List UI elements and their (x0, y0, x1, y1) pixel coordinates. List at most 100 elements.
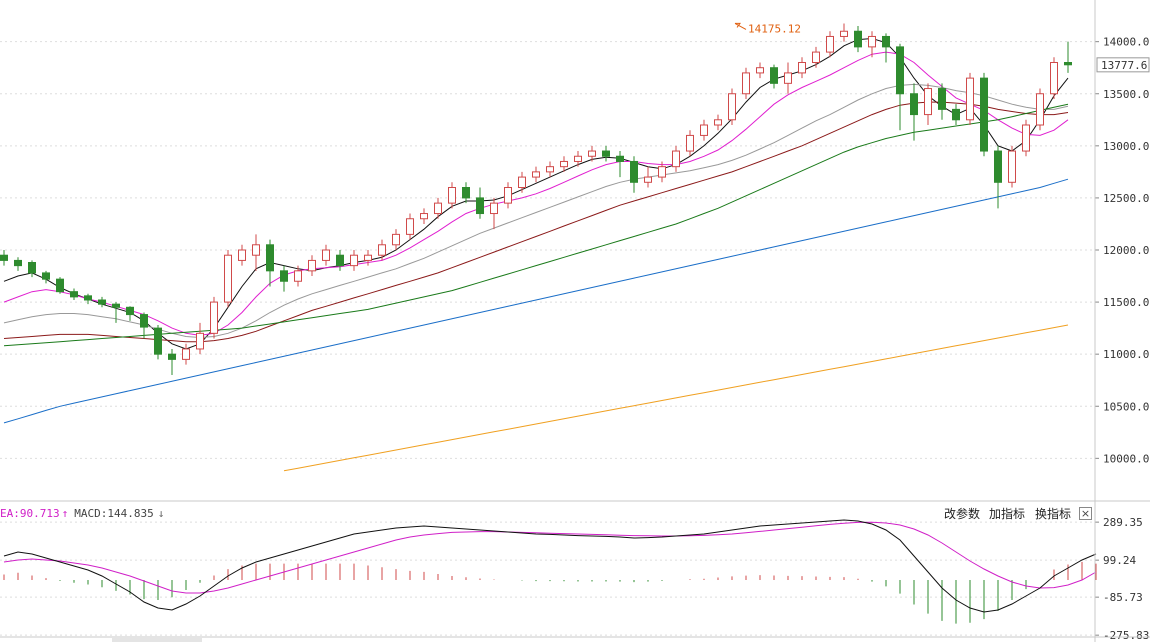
ma250-line (283, 324, 1069, 472)
candle (322, 244, 330, 266)
ma20-line (3, 83, 1069, 339)
candle-body (952, 108, 960, 121)
candle-body (42, 272, 50, 280)
candle-body (602, 150, 610, 157)
candle-body (574, 155, 582, 162)
candle-body (728, 93, 736, 121)
candle (112, 302, 120, 323)
candle (742, 67, 750, 99)
candle (966, 72, 974, 125)
candle (406, 213, 414, 240)
candle-body (798, 62, 806, 74)
candle-body (350, 254, 358, 267)
macd-axis: 289.35 99.24 -85.73 -275.83 (1095, 516, 1149, 642)
candle-body (476, 197, 484, 215)
candle-body (266, 244, 274, 272)
candle (182, 343, 190, 365)
candle (336, 250, 344, 271)
macd-lines (3, 519, 1097, 613)
candle-body (938, 88, 946, 110)
candle-body (84, 295, 92, 301)
candle (798, 57, 806, 79)
candle-body (126, 306, 134, 316)
candle-body (224, 254, 232, 303)
candle (770, 64, 778, 89)
candle-body (560, 160, 568, 168)
candle-body (854, 30, 862, 48)
current-price-label: 13777.6 (1101, 59, 1147, 72)
candle (630, 156, 638, 193)
high-annotation-label: 14175.12 (748, 22, 801, 35)
candle-body (1008, 150, 1016, 183)
candle (938, 83, 946, 120)
candle-body (56, 278, 64, 293)
horizontal-scrollbar[interactable] (112, 638, 202, 642)
dea-line (3, 521, 1097, 594)
down-arrow-icon: ↓ (157, 507, 165, 520)
high-annotation: 14175.12 (734, 22, 801, 35)
candle (308, 255, 316, 277)
candlesticks (0, 23, 1072, 375)
candle-body (420, 213, 428, 220)
candle (602, 145, 610, 162)
candle-body (882, 35, 890, 48)
candle (686, 130, 694, 157)
candle (98, 296, 106, 308)
modify-params-button[interactable]: 改参数 (944, 507, 981, 521)
candle-body (406, 218, 414, 235)
macd-tick-label: -275.83 (1103, 629, 1149, 642)
dea-label: EA:90.713 (0, 507, 60, 520)
candle-body (112, 303, 120, 308)
ma60-line (3, 103, 1069, 347)
candle-body (140, 314, 148, 328)
candle-body (252, 244, 260, 256)
candle-body (868, 35, 876, 48)
add-indicator-button[interactable]: 加指标 (989, 507, 1026, 521)
candle-body (210, 301, 218, 334)
candle (910, 83, 918, 141)
candle (28, 260, 36, 278)
candle-body (294, 270, 302, 282)
ma10-line (3, 51, 1069, 336)
candle-body (28, 262, 36, 274)
candle-body (658, 166, 666, 178)
candle (364, 250, 372, 266)
candle (546, 161, 554, 178)
candle (1022, 119, 1030, 157)
dif-line (3, 519, 1097, 613)
candle-body (434, 202, 442, 215)
candle (168, 348, 176, 375)
candle (560, 156, 568, 172)
candle-body (994, 150, 1002, 183)
candle (714, 114, 722, 131)
macd-histogram (3, 561, 1097, 624)
ma5-line (3, 37, 1069, 350)
candle-body (980, 77, 988, 152)
arrow-head-icon (735, 22, 741, 28)
price-tick-label: 12000.0 (1103, 244, 1149, 257)
candle-body (784, 72, 792, 84)
close-icon[interactable]: × (1079, 507, 1092, 520)
candle-body (1050, 62, 1058, 95)
candle (504, 182, 512, 209)
candle (154, 325, 162, 360)
candle (616, 151, 624, 178)
candle-body (588, 150, 596, 157)
candle-body (546, 166, 554, 173)
candle-body (1064, 62, 1072, 66)
switch-indicator-button[interactable]: 换指标 (1035, 507, 1072, 521)
candle (1050, 57, 1058, 99)
candle (854, 26, 862, 53)
candle-body (504, 187, 512, 204)
candle-body (826, 35, 834, 53)
candle (658, 161, 666, 183)
macd-grid (0, 521, 1095, 636)
candle-body (742, 72, 750, 95)
price-tick-label: 11500.0 (1103, 296, 1149, 309)
candle (448, 182, 456, 209)
candle-body (910, 93, 918, 116)
candle (210, 296, 218, 339)
candle-body (238, 249, 246, 261)
price-tick-label: 10500.0 (1103, 400, 1149, 413)
